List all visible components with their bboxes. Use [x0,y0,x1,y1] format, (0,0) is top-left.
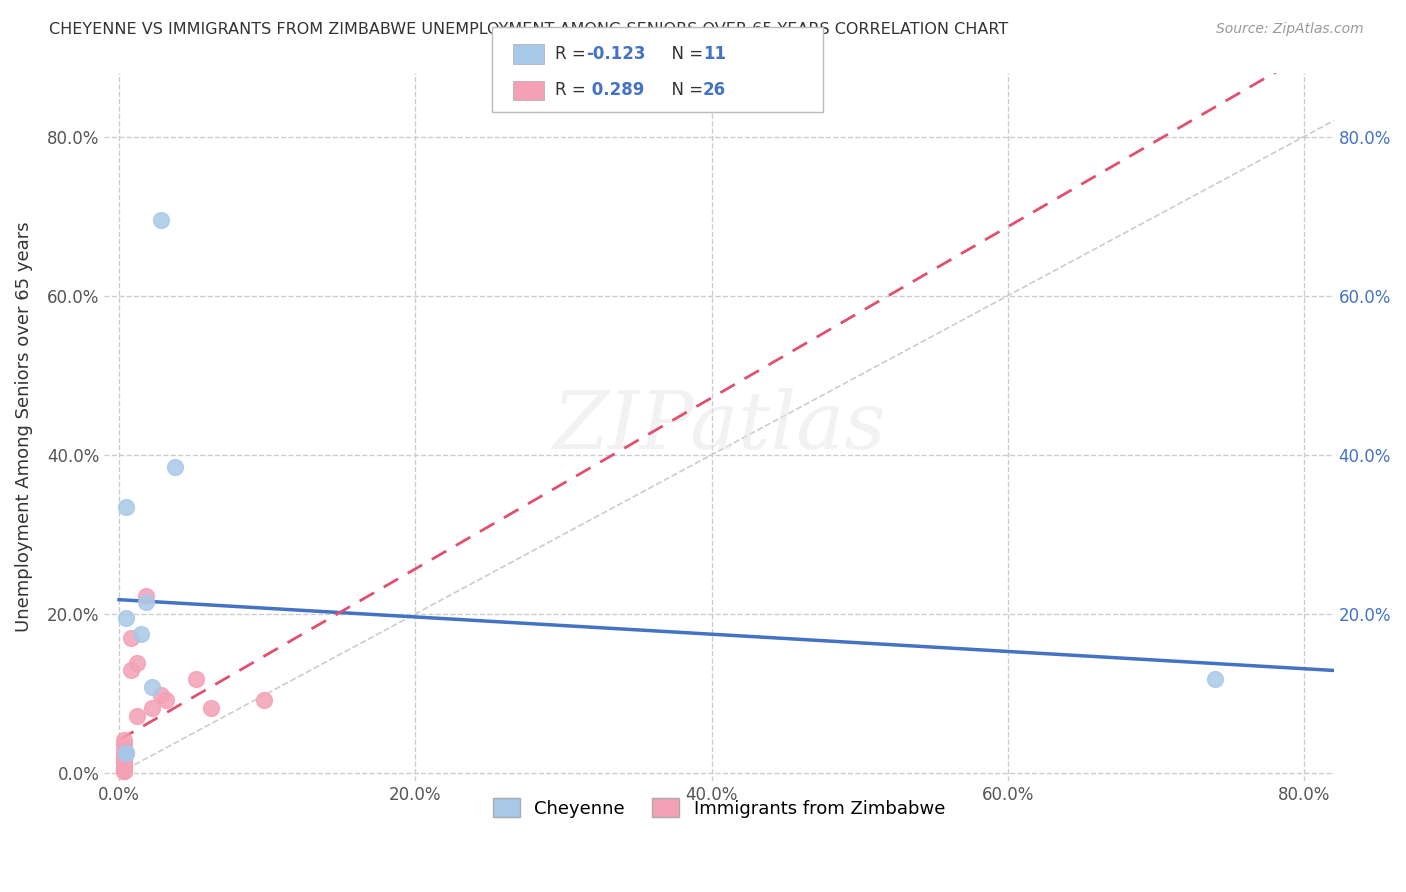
Point [112,760,135,774]
Point [149,213,172,227]
Point [155,693,177,707]
Point [112,752,135,766]
Text: -0.123: -0.123 [586,45,645,63]
Point [253,693,276,707]
Point [115,500,138,514]
Point [112,738,135,752]
Point [112,748,135,763]
Point [112,754,135,768]
Point [112,764,135,778]
Point [112,764,135,778]
Point [115,746,138,760]
Point [141,680,163,694]
Point [112,762,135,776]
Point [112,764,135,778]
Text: CHEYENNE VS IMMIGRANTS FROM ZIMBABWE UNEMPLOYMENT AMONG SENIORS OVER 65 YEARS CO: CHEYENNE VS IMMIGRANTS FROM ZIMBABWE UNE… [49,22,1008,37]
Point [129,627,152,641]
Text: ZIPatlas: ZIPatlas [553,388,886,466]
Point [149,688,172,702]
Point [120,663,142,677]
Text: Source: ZipAtlas.com: Source: ZipAtlas.com [1216,22,1364,37]
Point [112,732,135,747]
Point [135,590,157,604]
Point [112,762,135,776]
Point [135,595,157,609]
Y-axis label: Unemployment Among Seniors over 65 years: Unemployment Among Seniors over 65 years [15,222,32,632]
Point [165,459,187,474]
Point [200,701,222,715]
Text: 26: 26 [703,81,725,99]
Point [115,611,138,625]
Point [112,756,135,771]
Point [120,631,142,645]
Point [141,701,163,715]
Text: R =: R = [555,45,592,63]
Text: 11: 11 [703,45,725,63]
Point [112,764,135,778]
Point [112,758,135,772]
Point [1204,672,1226,686]
Point [125,657,148,671]
Text: 0.289: 0.289 [586,81,645,99]
Text: R =: R = [555,81,592,99]
Point [125,708,148,723]
Point [184,672,207,686]
Text: N =: N = [661,45,709,63]
Point [112,744,135,758]
Point [115,746,138,760]
Point [115,746,138,760]
Text: N =: N = [661,81,709,99]
Legend: Cheyenne, Immigrants from Zimbabwe: Cheyenne, Immigrants from Zimbabwe [485,791,952,825]
